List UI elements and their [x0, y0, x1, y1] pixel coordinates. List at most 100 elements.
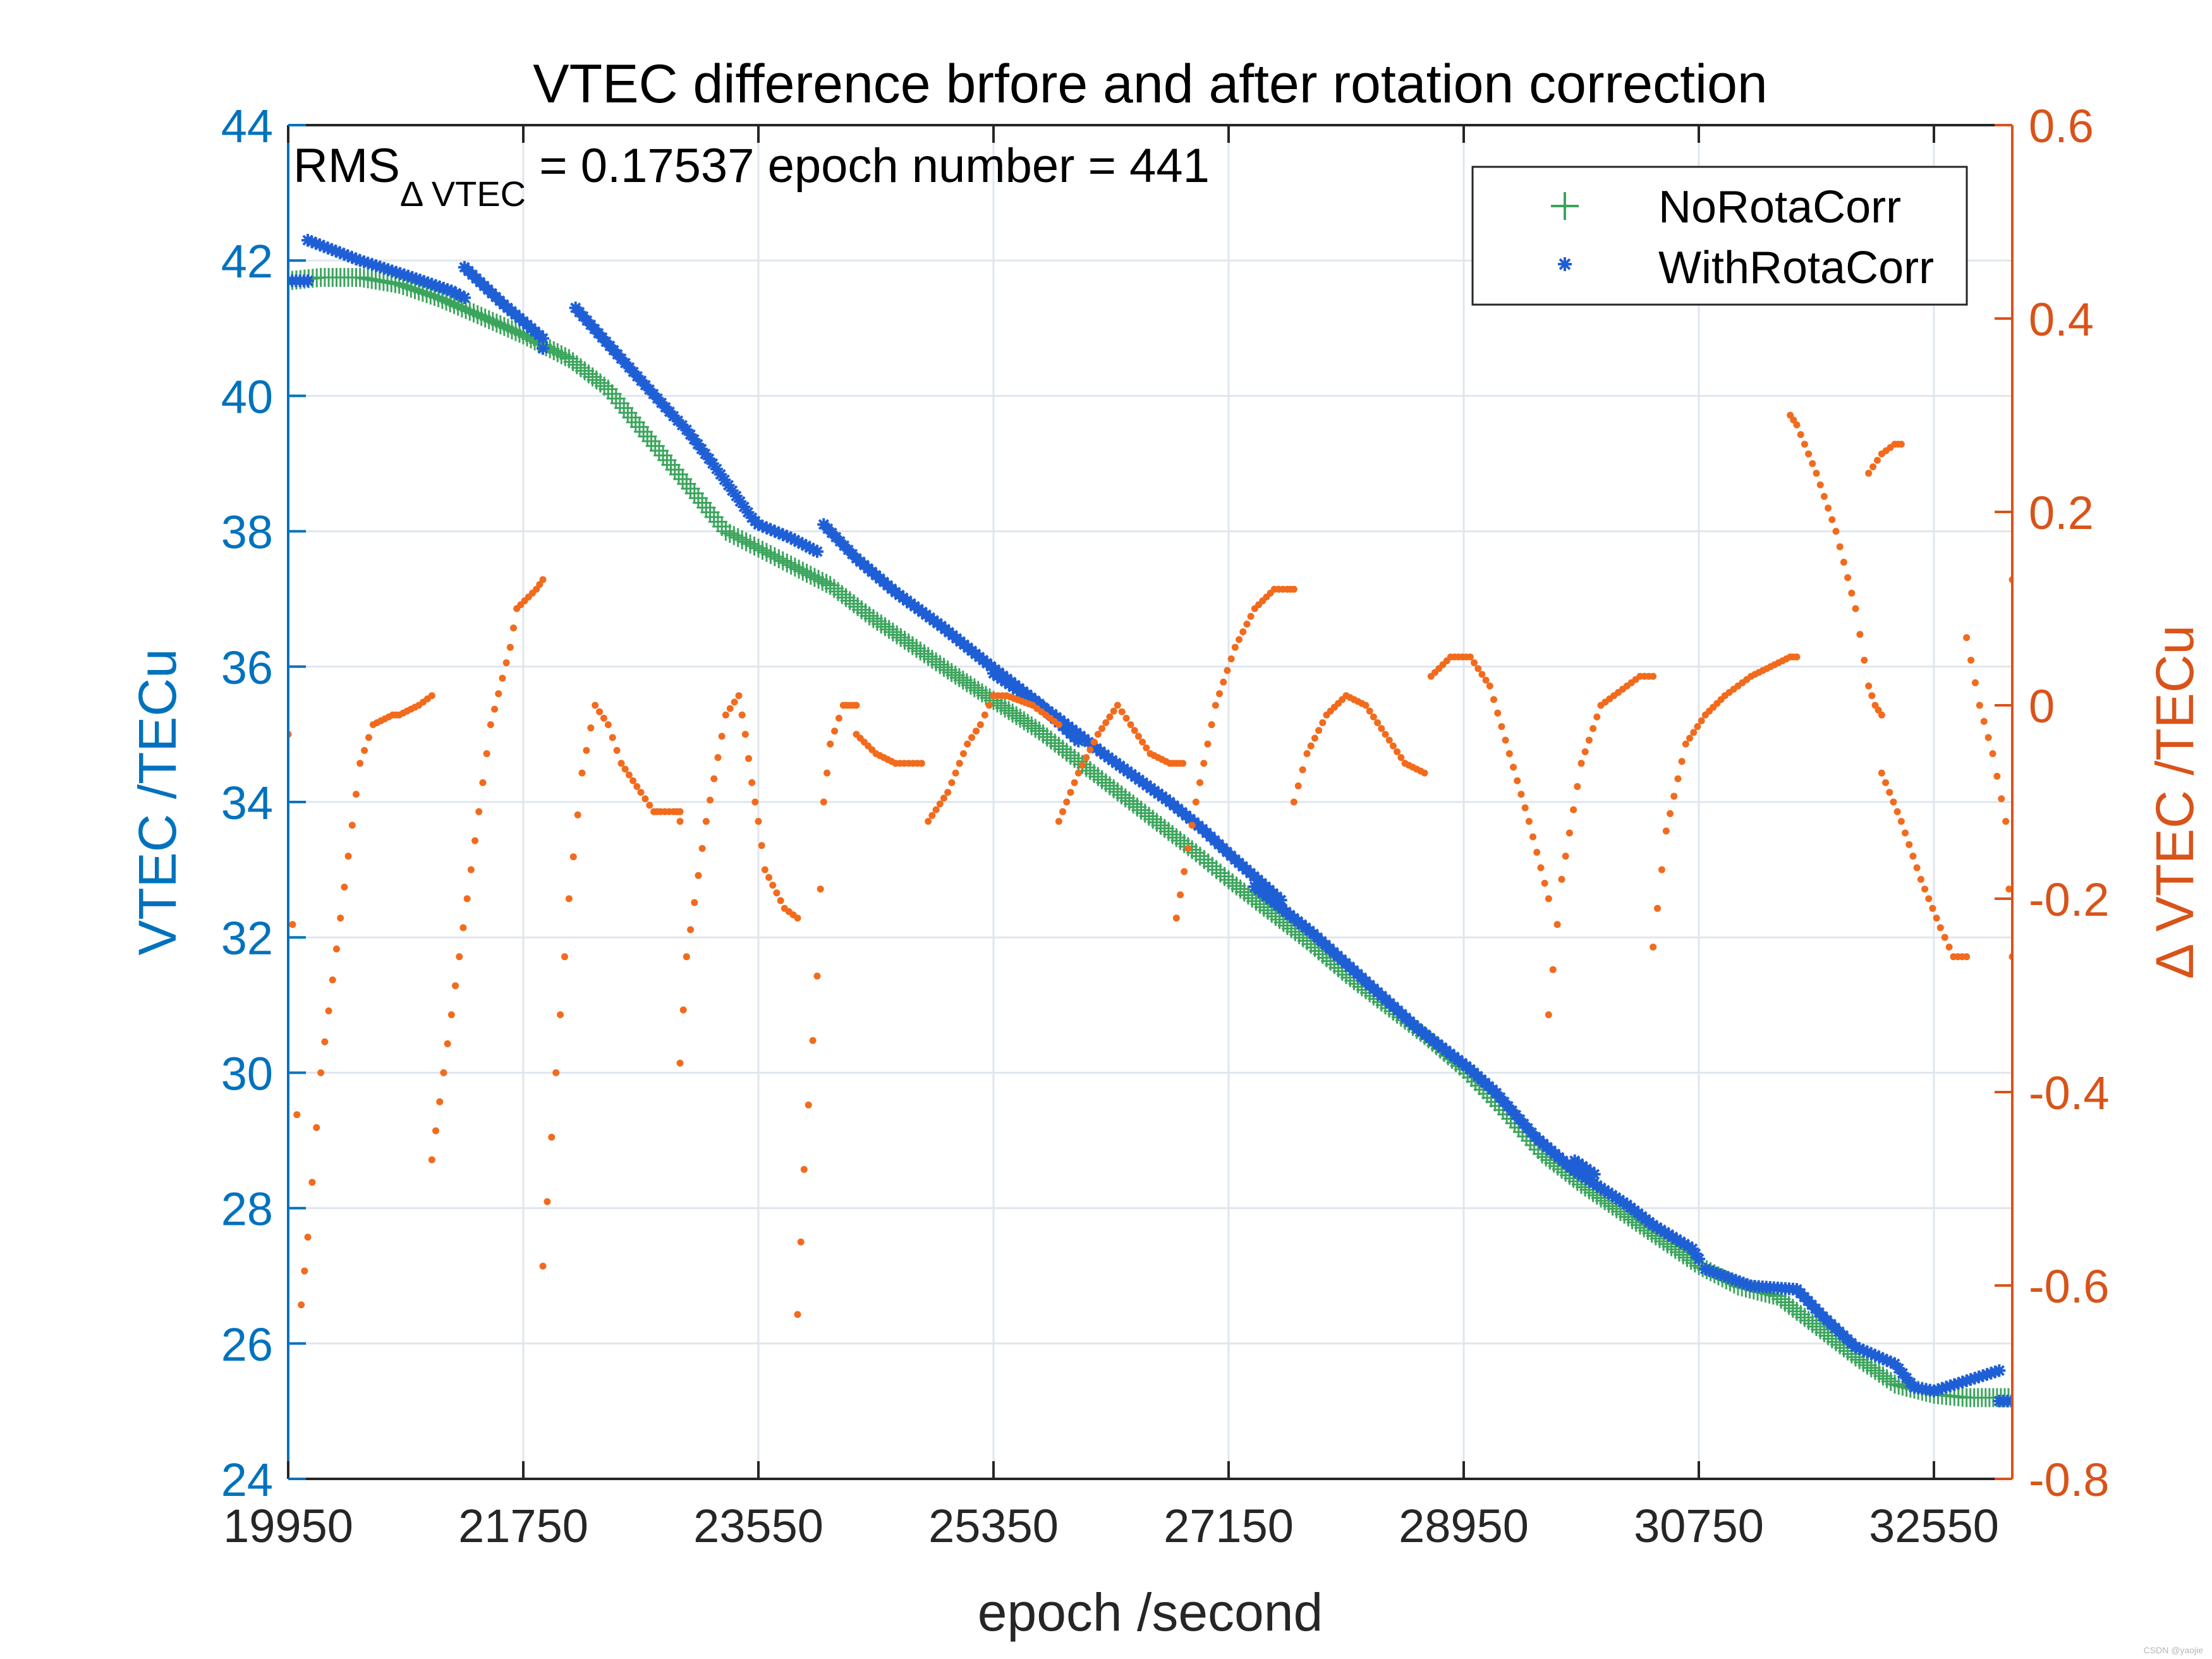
norotacorr-point: [677, 474, 696, 494]
rms-subscript: Δ VTEC: [400, 174, 526, 214]
delta-vtec-point: [352, 791, 360, 798]
delta-vtec-point: [1307, 742, 1315, 750]
delta-vtec-point: [1682, 740, 1689, 748]
delta-vtec-point: [1913, 864, 1921, 872]
norotacorr-point: [992, 696, 1011, 715]
left-y-ticks: 24 26 28 30 32 34 36 38 40 42 44: [221, 100, 306, 1506]
delta-vtec-point: [797, 1238, 805, 1246]
delta-vtec-point: [981, 711, 988, 719]
chart-title: VTEC difference brfore and after rotatio…: [533, 54, 1768, 114]
delta-vtec-point: [1494, 709, 1502, 717]
norotacorr-point: [548, 343, 568, 363]
delta-vtec-point: [1394, 748, 1401, 755]
right-y-tick-label: 0: [2029, 680, 2055, 732]
delta-vtec-point: [561, 953, 568, 961]
delta-vtec-point: [1801, 441, 1808, 448]
delta-vtec-point: [1674, 775, 1682, 782]
norotacorr-point: [949, 668, 969, 688]
norotacorr-point: [610, 394, 629, 413]
delta-vtec-point: [1793, 653, 1801, 660]
delta-vtec-point: [1083, 754, 1090, 762]
delta-vtec-point: [1933, 915, 1940, 922]
delta-vtec-point: [1231, 643, 1239, 651]
delta-vtec-point: [1545, 895, 1552, 902]
delta-vtec-point: [574, 811, 581, 818]
delta-vtec-point: [1366, 707, 1373, 715]
delta-vtec-point: [925, 818, 932, 825]
delta-vtec-point: [1521, 804, 1529, 811]
norotacorr-point: [688, 489, 708, 508]
delta-vtec-point: [769, 882, 777, 889]
norotacorr-point: [649, 441, 669, 461]
withrotacorr-point: [2026, 1395, 2038, 1407]
delta-vtec-point: [613, 746, 621, 754]
withrotacorr-point: [301, 274, 314, 288]
norotacorr-point: [817, 574, 836, 593]
delta-vtec-point: [1869, 463, 1877, 471]
delta-vtec-point: [317, 1069, 325, 1076]
delta-vtec-point: [495, 690, 502, 698]
delta-vtec-point: [1980, 718, 1988, 725]
delta-vtec-point: [823, 769, 830, 777]
norotacorr-point: [634, 422, 653, 442]
delta-vtec-point: [1177, 891, 1184, 899]
norotacorr-point: [781, 556, 801, 575]
delta-vtec-point: [1993, 772, 2001, 780]
delta-vtec-point: [800, 1165, 808, 1173]
norotacorr-point: [669, 465, 688, 484]
delta-vtec-point: [1984, 734, 1992, 741]
delta-vtec-point: [968, 734, 976, 741]
left-y-tick-label: 28: [221, 1183, 273, 1236]
delta-vtec-point: [1549, 966, 1557, 973]
delta-vtec-point: [491, 705, 499, 713]
delta-vtec-point: [817, 885, 824, 893]
delta-vtec-point: [487, 721, 494, 729]
delta-vtec-point: [1820, 493, 1828, 501]
delta-vtec-point: [1868, 692, 1876, 700]
norotacorr-point: [736, 532, 756, 552]
delta-vtec-point: [440, 1069, 447, 1076]
legend-marker-withrotacorr: [1558, 257, 1572, 271]
delta-vtec-point: [447, 1011, 455, 1019]
delta-vtec-point: [617, 760, 625, 767]
delta-vtec-point: [548, 1133, 556, 1141]
delta-vtec-point: [940, 794, 947, 802]
delta-vtec-point: [1581, 748, 1589, 755]
norotacorr-point: [483, 312, 502, 331]
withrotacorr-point: [1993, 1364, 2006, 1377]
delta-vtec-point: [751, 798, 759, 806]
delta-vtec-point: [1374, 719, 1382, 727]
delta-vtec-point: [1482, 676, 1490, 684]
delta-vtec-point: [1502, 736, 1509, 744]
delta-vtec-point: [1514, 777, 1521, 784]
rms-prefix: RMS: [293, 139, 400, 193]
delta-vtec-point: [1079, 762, 1086, 769]
delta-vtec-point: [1967, 657, 1975, 664]
delta-vtec-point: [944, 789, 952, 796]
delta-vtec-point: [1510, 763, 1517, 771]
delta-vtec-point: [1094, 731, 1102, 738]
delta-vtec-point: [698, 844, 706, 852]
norotacorr-point: [968, 681, 988, 700]
delta-vtec-point: [794, 1311, 801, 1318]
delta-vtec-point: [687, 926, 695, 933]
delta-vtec-point: [337, 915, 344, 922]
delta-vtec-point: [1525, 818, 1533, 825]
delta-vtec-point: [1239, 628, 1247, 636]
delta-vtec-point: [293, 1111, 301, 1119]
norotacorr-point: [749, 538, 768, 558]
norotacorr-point: [716, 521, 736, 541]
delta-vtec-point: [679, 1006, 687, 1014]
delta-vtec-point: [641, 795, 649, 803]
delta-vtec-point: [738, 711, 746, 719]
norotacorr-point: [409, 281, 428, 301]
norotacorr-point: [953, 671, 973, 690]
delta-vtec-point: [321, 1038, 329, 1045]
delta-vtec-point: [2005, 885, 2012, 893]
left-y-tick-label: 26: [221, 1318, 273, 1371]
withrotacorr-point: [458, 291, 471, 305]
delta-vtec-point: [1055, 721, 1062, 729]
norotacorr-point: [972, 683, 992, 703]
delta-vtec-point: [985, 702, 993, 709]
delta-vtec-point: [1517, 791, 1525, 798]
